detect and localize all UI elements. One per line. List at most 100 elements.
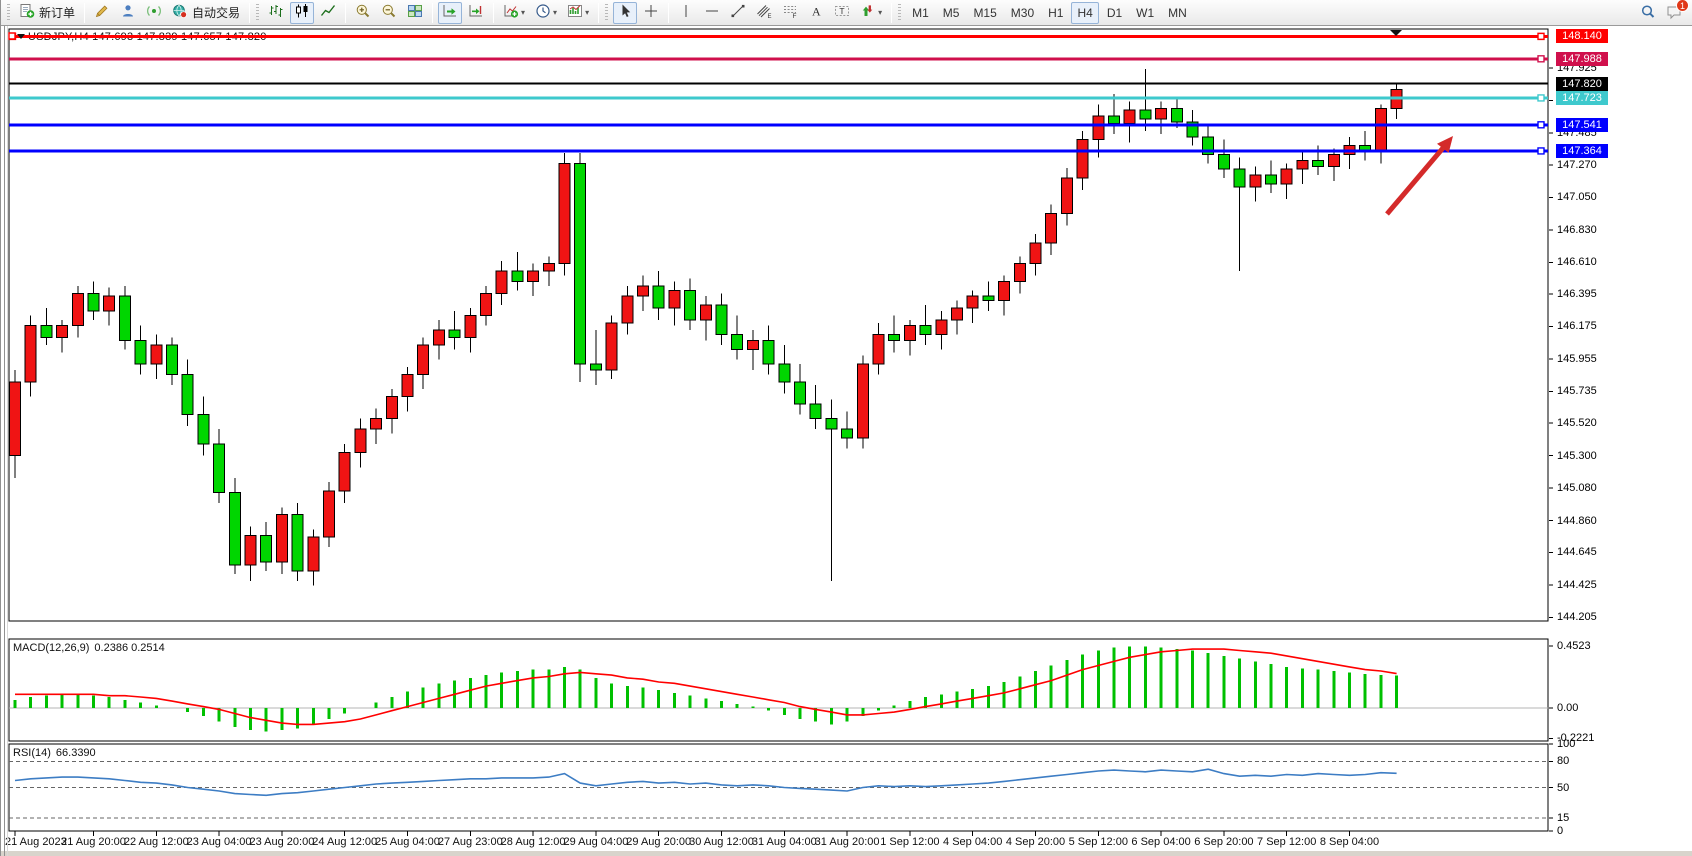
candle-bullish [1014,264,1025,282]
equidistant-channel-button[interactable]: E [752,2,776,24]
person-icon [120,3,136,22]
candle-bullish [1093,116,1104,140]
candle-bullish [339,453,350,491]
rsi-name: RSI(14) [13,747,51,759]
candle-bullish [1061,178,1072,213]
candle-bullish [481,293,492,315]
toolbar-separator [668,2,670,23]
candle-bearish [685,290,696,320]
line-endpoint-marker[interactable] [1538,148,1544,154]
candle-bearish [1313,160,1324,166]
candle-bearish [1266,175,1277,184]
signals-button[interactable] [142,2,166,24]
community-button[interactable] [116,2,140,24]
tab-timeframe-m15[interactable]: M15 [973,5,997,20]
candle-bullish [936,320,947,335]
line-endpoint-marker[interactable] [1538,95,1544,101]
toolbar-grip[interactable] [605,3,609,22]
svg-text:T: T [839,6,844,16]
chart-canvas[interactable] [1,26,1692,856]
candle-bullish [1030,243,1041,264]
periods-button[interactable]: ▾ [531,2,561,24]
candle-bearish [198,414,209,444]
bar-chart-icon [268,3,284,22]
indicators-button[interactable]: ▾ [499,2,529,24]
crosshair-icon [643,3,659,22]
candle-bearish [229,493,240,565]
symbol-dropdown-icon[interactable] [17,34,25,39]
auto-scroll-button[interactable] [438,1,463,24]
chat-button[interactable]: 1 [1662,0,1689,24]
line-endpoint-marker[interactable] [1538,122,1544,128]
candle-bullish [1328,154,1339,166]
candle-bearish [182,374,193,414]
candle-bearish [512,271,523,281]
zoom-in-button[interactable] [351,2,375,24]
chevron-down-icon: ▾ [585,8,590,17]
candle-bullish [465,315,476,337]
autotrading-button[interactable]: 自动交易 [168,2,244,24]
chart-shift-marker[interactable] [1390,30,1402,36]
candle-bullish [308,537,319,571]
candle-bullish [967,296,978,308]
bar-chart-button[interactable] [264,2,288,24]
candle-bullish [324,491,335,537]
tab-timeframe-m1[interactable]: M1 [912,5,929,20]
tab-timeframe-m5[interactable]: M5 [942,5,960,20]
fibonacci-button[interactable]: F [778,2,802,24]
tab-timeframe-h1[interactable]: H1 [1048,5,1064,20]
candle-bullish [543,264,554,271]
horizontal-line-button[interactable] [700,2,724,24]
arrows-icon [860,3,876,22]
vertical-line-button[interactable] [674,2,698,24]
tab-timeframe-h4[interactable]: H4 [1071,1,1099,24]
tab-timeframe-mn[interactable]: MN [1168,5,1187,20]
cursor-button[interactable] [613,1,638,24]
candle-bullish [857,364,868,438]
line-endpoint-marker[interactable] [1538,33,1544,39]
new-order-button[interactable]: 新订单 [15,2,79,24]
main-toolbar: 新订单 自动交易 ▾ ▾ ▾ E F [1,0,1692,26]
toolbar-separator [84,2,86,23]
tile-windows-button[interactable] [403,2,427,24]
tab-timeframe-w1[interactable]: W1 [1136,5,1155,20]
line-endpoint-marker[interactable] [1538,56,1544,62]
annotation-arrow-head[interactable] [1437,136,1453,153]
annotation-arrow-shaft[interactable] [1387,148,1443,214]
trendline-icon [730,3,746,22]
text-label-button[interactable]: T [830,2,854,24]
chart-shift-button[interactable] [464,2,488,24]
zoom-out-button[interactable] [377,2,401,24]
toolbar-grip[interactable] [7,3,10,22]
line-chart-button[interactable] [316,2,340,24]
fibonacci-icon: F [782,3,798,22]
tab-timeframe-d1[interactable]: D1 [1106,5,1123,20]
tab-timeframe-m30[interactable]: M30 [1010,5,1035,20]
text-button[interactable]: A [804,2,828,24]
candle-bearish [41,326,52,338]
chevron-down-icon: ▾ [878,8,883,17]
zoom-out-icon [381,3,397,22]
templates-button[interactable]: ▾ [563,2,593,24]
arrows-button[interactable]: ▾ [856,2,886,24]
line-endpoint-marker[interactable] [9,33,15,39]
trendline-button[interactable] [726,2,750,24]
candle-bullish [371,419,382,429]
candle-bullish [669,290,680,308]
autotrading-label: 自动交易 [192,6,241,20]
zoom-in-icon [355,3,371,22]
rsi-indicator-label: RSI(14) 66.3390 [13,747,101,759]
candle-bearish [653,286,664,308]
metaeditor-button[interactable] [90,2,114,24]
crosshair-button[interactable] [639,2,663,24]
candlestick-chart-button[interactable] [290,1,315,24]
search-button[interactable] [1636,2,1660,24]
macd-indicator-label: MACD(12,26,9) 0.2386 0.2514 [13,642,170,654]
candle-bearish [1171,109,1182,122]
candle-bullish [904,326,915,341]
tile-windows-icon [407,3,423,22]
text-icon: A [808,3,824,22]
toolbar-grip[interactable] [898,3,902,22]
toolbar-grip[interactable] [256,3,260,22]
